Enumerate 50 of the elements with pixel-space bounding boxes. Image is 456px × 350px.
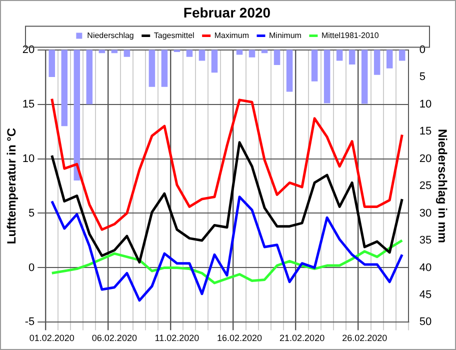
bar <box>386 50 393 68</box>
bar <box>86 50 93 104</box>
y-tick-label: 0 <box>28 262 35 274</box>
y2-tick-label: 30 <box>419 207 432 220</box>
x-tick-label: 16.02.2020 <box>216 333 262 344</box>
y2-tick-label: 25 <box>419 180 432 192</box>
y2-axis-title: Niederschlag in mm <box>435 128 450 244</box>
y-axis-title: Lufttemperatur in °C <box>4 128 19 244</box>
y2-tick-label: 5 <box>419 71 426 84</box>
x-tick-label: 26.02.2020 <box>342 333 388 344</box>
x-tick-label: 11.02.2020 <box>154 333 200 344</box>
bar <box>74 50 80 181</box>
bar <box>361 50 368 104</box>
bar <box>161 50 168 87</box>
y2-tick-label: 45 <box>419 288 432 301</box>
bar <box>336 50 343 61</box>
y2-tick-label: 20 <box>419 152 432 165</box>
x-tick-label: 21.02.2020 <box>280 333 325 344</box>
y-tick-label: 5 <box>28 207 35 220</box>
bar <box>148 50 156 87</box>
bar <box>198 50 206 61</box>
bar <box>374 50 380 75</box>
chart-title: Februar 2020 <box>183 4 271 20</box>
legend-label: Niederschlag <box>87 31 134 40</box>
bar <box>274 50 280 66</box>
bar <box>61 50 68 126</box>
y2-tick-label: 15 <box>419 126 432 138</box>
bar <box>248 50 256 58</box>
x-tick-label: 06.02.2020 <box>92 333 137 344</box>
y-tick-label: 15 <box>22 98 35 110</box>
bar <box>286 50 293 92</box>
bar <box>398 50 406 61</box>
legend-label: Mittel1981-2010 <box>321 31 380 40</box>
bar <box>48 50 56 78</box>
y2-tick-label: 40 <box>419 262 432 274</box>
y-tick-label: 10 <box>22 152 35 165</box>
y2-tick-label: 50 <box>419 316 432 328</box>
bar <box>324 50 330 104</box>
y-tick-label: -5 <box>24 316 35 328</box>
bar <box>124 50 130 57</box>
y2-tick-label: 35 <box>419 234 432 247</box>
legend-label: Maximum <box>214 31 250 40</box>
bar <box>348 50 356 65</box>
bar <box>311 50 318 82</box>
x-tick-label: 01.02.2020 <box>29 333 74 344</box>
legend-label: Minimum <box>269 31 302 40</box>
y2-tick-label: 10 <box>419 98 432 110</box>
bar <box>211 50 218 73</box>
bar <box>186 50 193 57</box>
legend-label: Tagesmittel <box>154 31 195 40</box>
